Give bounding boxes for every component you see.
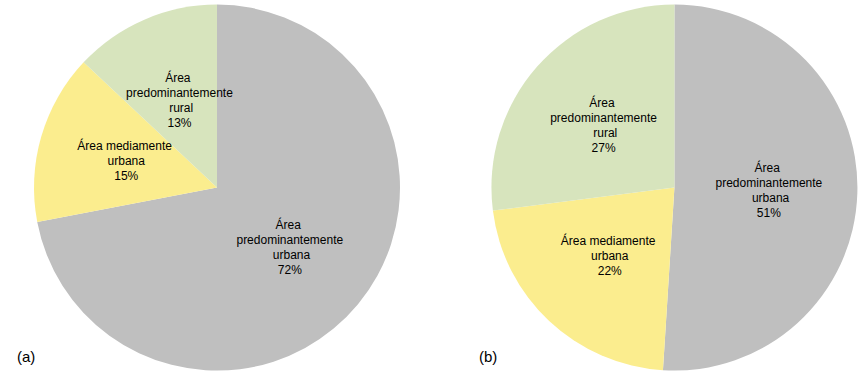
svg-text:Área mediamente: Área mediamente	[561, 233, 659, 248]
svg-text:Área mediamente: Área mediamente	[77, 138, 175, 153]
svg-text:22%: 22%	[598, 264, 622, 278]
svg-text:predominantemente: predominantemente	[716, 176, 823, 190]
svg-text:27%: 27%	[592, 141, 616, 155]
svg-text:(b): (b)	[479, 348, 497, 365]
svg-text:urbana: urbana	[749, 191, 790, 205]
svg-text:urbana: urbana	[108, 154, 146, 168]
svg-text:predominantemente: predominantemente	[126, 86, 233, 100]
svg-text:Área: Área	[275, 217, 304, 232]
svg-text:predominantemente: predominantemente	[236, 233, 343, 247]
svg-text:13%: 13%	[167, 116, 191, 130]
svg-text:predominantemente: predominantemente	[550, 111, 657, 125]
svg-text:rural: rural	[166, 101, 193, 115]
svg-text:Área: Área	[165, 70, 194, 85]
svg-text:urbana: urbana	[269, 248, 310, 262]
svg-text:Área: Área	[755, 160, 784, 175]
svg-text:15%: 15%	[114, 169, 138, 183]
svg-text:rural: rural	[590, 126, 617, 140]
svg-text:urbana: urbana	[591, 249, 629, 263]
svg-text:Área: Área	[589, 95, 618, 110]
svg-text:51%: 51%	[757, 206, 781, 220]
svg-text:(a): (a)	[17, 348, 35, 365]
svg-text:72%: 72%	[278, 263, 302, 277]
